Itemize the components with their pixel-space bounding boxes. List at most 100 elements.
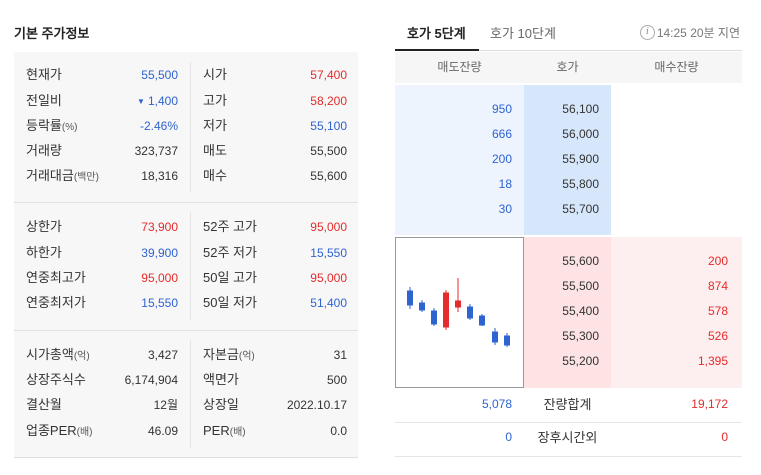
header-ask-volume: 매도잔량 <box>437 60 482 74</box>
label-low-price: 저가 <box>203 118 227 133</box>
label-industry-per-text: 업종PER <box>26 423 77 438</box>
ask-volume: 18 <box>498 177 512 191</box>
label-industry-per: 업종PER(배) <box>26 419 93 445</box>
order-book-header: 매도잔량 호가 매수잔량 <box>395 52 742 83</box>
ask-row: 30 55,700 <box>395 197 742 222</box>
bid-price-column-bg <box>524 237 611 388</box>
total-ask-volume: 5,078 <box>481 397 512 411</box>
delay-notice: 14:25 20분 지연 <box>656 26 740 40</box>
info-row: 시가총액(억) 3,427 자본금(억) 31 <box>14 343 358 367</box>
label-change-rate-unit: (%) <box>61 122 78 133</box>
value-per: 0.0 <box>330 424 347 438</box>
label-52w-low: 52주 저가 <box>203 245 257 260</box>
value-high-price: 58,200 <box>310 94 347 108</box>
value-open-price: 57,400 <box>310 68 347 82</box>
value-par-value: 500 <box>326 373 347 387</box>
label-par-value: 액면가 <box>203 372 239 387</box>
ask-volume: 200 <box>491 152 512 166</box>
ask-price[interactable]: 55,900 <box>562 152 599 166</box>
total-bid-volume: 19,172 <box>691 397 728 411</box>
bid-price[interactable]: 55,600 <box>562 254 599 268</box>
label-high-price: 고가 <box>203 93 227 108</box>
ask-row: 950 56,100 <box>395 97 742 122</box>
ask-row: 666 56,000 <box>395 122 742 147</box>
ask-price[interactable]: 56,100 <box>562 102 599 116</box>
down-arrow-icon: ▼ <box>137 97 145 106</box>
info-icon[interactable]: i <box>640 25 655 40</box>
candle-4 <box>443 290 449 330</box>
ask-volume: 666 <box>491 127 512 141</box>
bid-row: 55,600 200 <box>395 249 742 274</box>
value-capital: 31 <box>333 348 347 362</box>
section-divider-2 <box>14 330 358 331</box>
label-change-rate-text: 등락률 <box>26 118 62 133</box>
bid-volume: 1,395 <box>697 354 728 368</box>
info-row: 업종PER(배) 46.09 PER(배) 0.0 <box>14 419 358 443</box>
bid-price[interactable]: 55,500 <box>562 279 599 293</box>
label-market-cap-text: 시가총액 <box>26 347 74 362</box>
value-ask: 55,500 <box>310 144 347 158</box>
section-divider-1 <box>14 202 358 203</box>
value-52w-high: 95,000 <box>310 220 347 234</box>
info-row: 하한가 39,900 52주 저가 15,550 <box>14 241 358 265</box>
ask-price[interactable]: 56,000 <box>562 127 599 141</box>
candle-8 <box>492 328 498 345</box>
label-trading-value: 거래대금(백만) <box>26 164 99 190</box>
bottom-divider <box>395 456 742 457</box>
value-bid: 55,600 <box>310 169 347 183</box>
candle-7 <box>479 314 485 326</box>
ask-price[interactable]: 55,800 <box>562 177 599 191</box>
basic-info-panel: 현재가 55,500 시가 57,400 전일비 ▼ 1,400 고가 58,20… <box>14 52 358 458</box>
label-ask: 매도 <box>203 143 227 158</box>
label-change: 전일비 <box>26 93 62 108</box>
label-trading-value-unit: (백만) <box>73 172 99 183</box>
label-52w-high: 52주 고가 <box>203 219 257 234</box>
info-row: 상한가 73,900 52주 고가 95,000 <box>14 215 358 239</box>
mini-candle-chart <box>395 237 524 388</box>
label-fiscal-month: 결산월 <box>26 397 62 412</box>
value-upper-limit: 73,900 <box>141 220 178 234</box>
value-listing-date: 2022.10.17 <box>286 398 347 412</box>
info-row: 거래대금(백만) 18,316 매수 55,600 <box>14 164 358 188</box>
label-bid: 매수 <box>203 168 227 183</box>
tab-bar-line <box>395 50 742 51</box>
ask-block: 950 56,100 666 56,000 200 55,900 18 55,8… <box>395 85 742 235</box>
total-row-content: 5,078 잔량합계 19,172 <box>395 392 742 417</box>
bid-row: 55,400 578 <box>395 299 742 324</box>
value-listed-shares: 6,174,904 <box>124 373 178 387</box>
bid-price[interactable]: 55,200 <box>562 354 599 368</box>
label-market-cap-unit: (억) <box>73 351 90 362</box>
value-ytd-high: 95,000 <box>141 271 178 285</box>
label-ytd-low: 연중최저가 <box>26 295 86 310</box>
total-divider <box>395 422 742 423</box>
ask-price-column-bg <box>524 85 611 235</box>
label-capital-text: 자본금 <box>203 347 239 362</box>
info-row: 현재가 55,500 시가 57,400 <box>14 63 358 87</box>
tab-order-book-5[interactable]: 호가 5단계 <box>407 26 466 41</box>
candle-5 <box>455 278 461 312</box>
total-row: 5,078 잔량합계 19,172 <box>395 392 742 418</box>
after-hours-bid-volume: 0 <box>721 430 728 444</box>
section-2-column-divider <box>190 212 191 320</box>
label-per: PER(배) <box>203 419 246 445</box>
label-capital-unit: (억) <box>238 351 255 362</box>
ask-volume-column-bg <box>395 85 524 235</box>
header-price: 호가 <box>556 60 579 74</box>
info-row: 등락률(%) -2.46% 저가 55,100 <box>14 114 358 138</box>
ask-price[interactable]: 55,700 <box>562 202 599 216</box>
bid-price[interactable]: 55,400 <box>562 304 599 318</box>
info-row: 전일비 ▼ 1,400 고가 58,200 <box>14 89 358 113</box>
value-industry-per: 46.09 <box>147 424 178 438</box>
after-hours-label: 장후시간외 <box>537 430 598 445</box>
header-bid-volume: 매수잔량 <box>654 60 699 74</box>
value-market-cap: 3,427 <box>147 348 178 362</box>
value-fiscal-month: 12월 <box>153 398 178 412</box>
bid-volume: 874 <box>707 279 728 293</box>
tab-order-book-10[interactable]: 호가 10단계 <box>490 26 556 41</box>
value-change-amount: 1,400 <box>147 94 178 108</box>
info-row: 거래량 323,737 매도 55,500 <box>14 139 358 163</box>
after-hours-ask-volume: 0 <box>505 430 512 444</box>
candle-3 <box>431 308 437 326</box>
label-50d-high: 50일 고가 <box>203 270 257 285</box>
bid-price[interactable]: 55,300 <box>562 329 599 343</box>
